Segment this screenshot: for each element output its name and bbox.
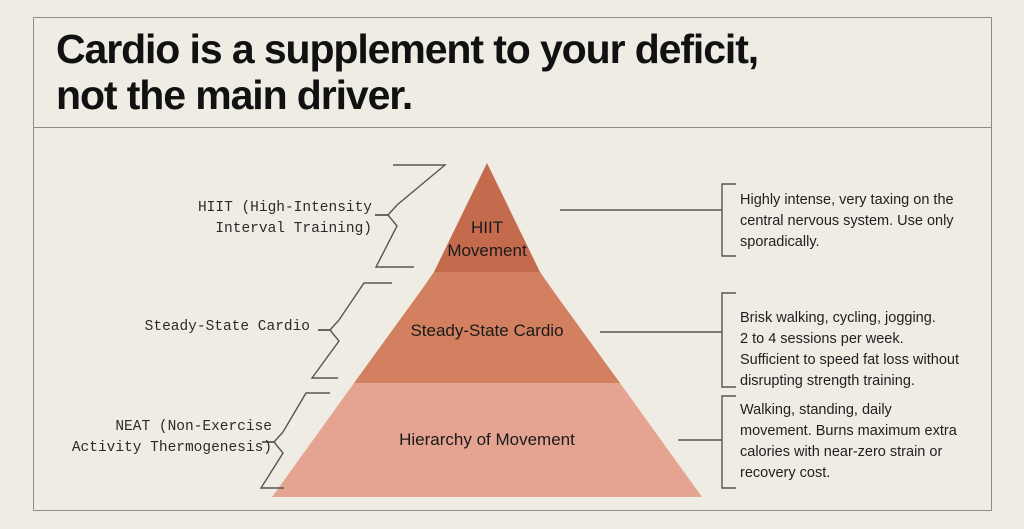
left-connector-steady-lower xyxy=(310,329,340,379)
pyramid-tier-steady-state xyxy=(354,292,620,383)
note-steady-state: Brisk walking, cycling, jogging. 2 to 4 … xyxy=(740,310,959,389)
tier-label-steady-state: Steady-State Cardio xyxy=(410,321,563,340)
pyramid-tier-steady-state-upper xyxy=(420,272,554,292)
left-connector-hiit xyxy=(375,164,447,216)
tier-label-neat: Hierarchy of Movement xyxy=(399,430,575,449)
outer-frame xyxy=(33,17,992,511)
note-hiit: Highly intense, very taxing on the centr… xyxy=(740,192,954,250)
left-connector-hiit-lower xyxy=(374,214,414,268)
title-divider xyxy=(33,127,992,128)
tier-label-hiit-line1: HIIT xyxy=(471,218,503,237)
left-label-hiit: HIIT (High-Intensity Interval Training) xyxy=(197,200,372,237)
note-neat: Walking, standing, daily movement. Burns… xyxy=(740,402,957,481)
pyramid-tier-hiit xyxy=(434,163,540,272)
left-label-steady-state: Steady-State Cardio xyxy=(144,319,310,335)
pyramid-tier-neat xyxy=(272,383,702,497)
page-title: Cardio is a supplement to your deficit, … xyxy=(56,26,759,118)
left-label-neat: NEAT (Non-Exercise Activity Thermogenesi… xyxy=(71,419,272,456)
right-bracket-hiit xyxy=(721,183,736,257)
right-bracket-steady xyxy=(721,292,736,388)
right-bracket-neat xyxy=(721,395,736,489)
left-connector-steady xyxy=(318,282,392,331)
tier-label-hiit-line2: Movement xyxy=(447,241,527,260)
left-connector-neat-lower xyxy=(259,441,284,489)
